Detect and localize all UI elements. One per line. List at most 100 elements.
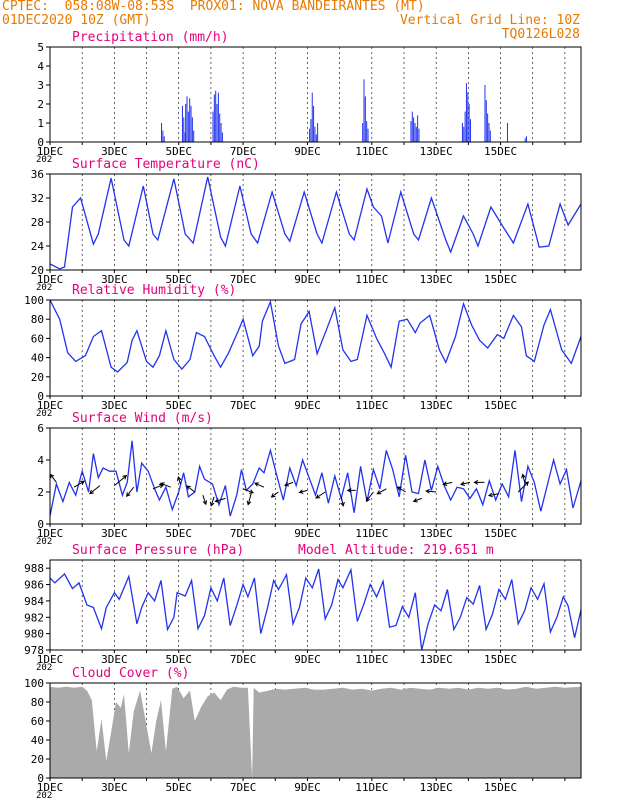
x-tick-label: 11DEC bbox=[355, 781, 388, 794]
precip-bar bbox=[220, 123, 222, 142]
y-tick-label: 36 bbox=[31, 168, 44, 181]
wind-vector bbox=[376, 488, 387, 495]
header: CPTEC: 058:08W-08:53S PROX01: NOVA BANDE… bbox=[0, 0, 618, 44]
x-tick-label: 3DEC bbox=[101, 399, 128, 412]
x-tick-label: 13DEC bbox=[420, 653, 453, 666]
precip-bar bbox=[485, 100, 487, 142]
precip-bar bbox=[193, 130, 195, 142]
panel-title: Surface Temperature (nC) bbox=[72, 157, 260, 172]
y-tick-label: 100 bbox=[24, 677, 44, 690]
x-tick-label: 5DEC bbox=[165, 781, 192, 794]
y-tick-label: 40 bbox=[31, 734, 44, 747]
wind-vector bbox=[152, 483, 164, 490]
precip-bar bbox=[187, 111, 189, 142]
x-tick-label: 9DEC bbox=[294, 653, 321, 666]
grid-line-note: Vertical Grid Line: 10Z bbox=[399, 13, 580, 28]
wind-vector bbox=[89, 485, 101, 495]
year-label: 202 bbox=[36, 283, 52, 293]
precip-bar bbox=[468, 104, 470, 142]
cloud-area bbox=[50, 686, 581, 778]
x-tick-label: 3DEC bbox=[101, 653, 128, 666]
y-tick-label: 60 bbox=[31, 715, 44, 728]
x-tick-label: 1DEC bbox=[37, 653, 64, 666]
x-tick-label: 15DEC bbox=[484, 399, 517, 412]
precip-bar bbox=[186, 96, 188, 142]
panel-title: Cloud Cover (%) bbox=[72, 666, 189, 681]
precip-bar bbox=[216, 104, 218, 142]
wind-vector bbox=[209, 496, 215, 507]
precip-bar bbox=[411, 111, 413, 142]
x-tick-label: 5DEC bbox=[165, 399, 192, 412]
panel-title: Precipitation (mm/h) bbox=[72, 30, 229, 45]
panel-subtitle: Model Altitude: 219.651 m bbox=[298, 543, 494, 558]
y-tick-label: 4 bbox=[37, 60, 44, 73]
x-tick-label: 11DEC bbox=[355, 399, 388, 412]
y-tick-label: 988 bbox=[24, 562, 44, 575]
precip-bar bbox=[190, 105, 192, 142]
wind-vector bbox=[254, 482, 265, 488]
wind-vector bbox=[340, 496, 345, 507]
wind-vector bbox=[442, 481, 453, 486]
x-tick-label: 1DEC bbox=[37, 145, 64, 158]
x-tick-label: 15DEC bbox=[484, 653, 517, 666]
date-line: 01DEC2020 10Z (GMT) bbox=[2, 13, 151, 28]
wind-vector bbox=[487, 492, 500, 498]
model-code: TQ0126L028 bbox=[501, 27, 580, 42]
precip-bar bbox=[363, 79, 365, 142]
precip-bar bbox=[311, 92, 313, 142]
wind-vector bbox=[114, 474, 128, 486]
wind-vector bbox=[365, 491, 374, 502]
precip-bar bbox=[181, 105, 183, 142]
x-tick-label: 3DEC bbox=[101, 781, 128, 794]
y-tick-label: 28 bbox=[31, 216, 44, 229]
x-tick-label: 11DEC bbox=[355, 273, 388, 286]
y-tick-label: 2 bbox=[37, 486, 44, 499]
y-tick-label: 40 bbox=[31, 352, 44, 365]
panel-title: Relative Humidity (%) bbox=[72, 283, 236, 298]
x-tick-label: 7DEC bbox=[230, 781, 257, 794]
x-tick-label: 7DEC bbox=[230, 653, 257, 666]
y-tick-label: 0 bbox=[37, 136, 44, 149]
series-line bbox=[49, 440, 582, 517]
precip-bar bbox=[366, 121, 368, 142]
precip-bar bbox=[364, 96, 366, 142]
wind-vector bbox=[214, 497, 226, 503]
x-tick-label: 1DEC bbox=[37, 399, 64, 412]
precip-bar bbox=[464, 111, 466, 142]
x-tick-label: 1DEC bbox=[37, 273, 64, 286]
y-tick-label: 986 bbox=[24, 579, 44, 592]
x-tick-label: 13DEC bbox=[420, 527, 453, 540]
wind-vector bbox=[298, 489, 308, 494]
year-label: 202 bbox=[36, 537, 52, 547]
precip-bar bbox=[221, 132, 223, 142]
y-tick-label: 20 bbox=[31, 371, 44, 384]
x-tick-label: 3DEC bbox=[101, 145, 128, 158]
plot-frame bbox=[49, 173, 582, 271]
x-tick-label: 1DEC bbox=[37, 781, 64, 794]
year-label: 202 bbox=[36, 155, 52, 165]
y-tick-label: 20 bbox=[31, 753, 44, 766]
y-tick-label: 982 bbox=[24, 611, 44, 624]
wind-vector bbox=[459, 481, 471, 486]
y-tick-label: 5 bbox=[37, 41, 44, 54]
wind-vector bbox=[425, 488, 437, 494]
x-tick-label: 5DEC bbox=[165, 273, 192, 286]
panel-title: Surface Wind (m/s) bbox=[72, 411, 213, 426]
precip-bar bbox=[191, 117, 193, 142]
series-line bbox=[49, 567, 582, 651]
x-tick-label: 7DEC bbox=[230, 145, 257, 158]
year-label: 202 bbox=[36, 663, 52, 673]
precip-bar bbox=[415, 126, 417, 142]
x-tick-label: 13DEC bbox=[420, 399, 453, 412]
precip-bar bbox=[313, 105, 315, 142]
precip-bar bbox=[212, 111, 214, 142]
precip-bar bbox=[469, 119, 471, 142]
x-tick-label: 9DEC bbox=[294, 781, 321, 794]
y-tick-label: 0 bbox=[37, 390, 44, 403]
y-tick-label: 978 bbox=[24, 644, 44, 657]
precip-bar bbox=[488, 123, 490, 142]
y-tick-label: 20 bbox=[31, 264, 44, 277]
wind-vector bbox=[270, 491, 279, 498]
y-tick-label: 0 bbox=[37, 518, 44, 531]
wind-vector bbox=[176, 475, 182, 485]
